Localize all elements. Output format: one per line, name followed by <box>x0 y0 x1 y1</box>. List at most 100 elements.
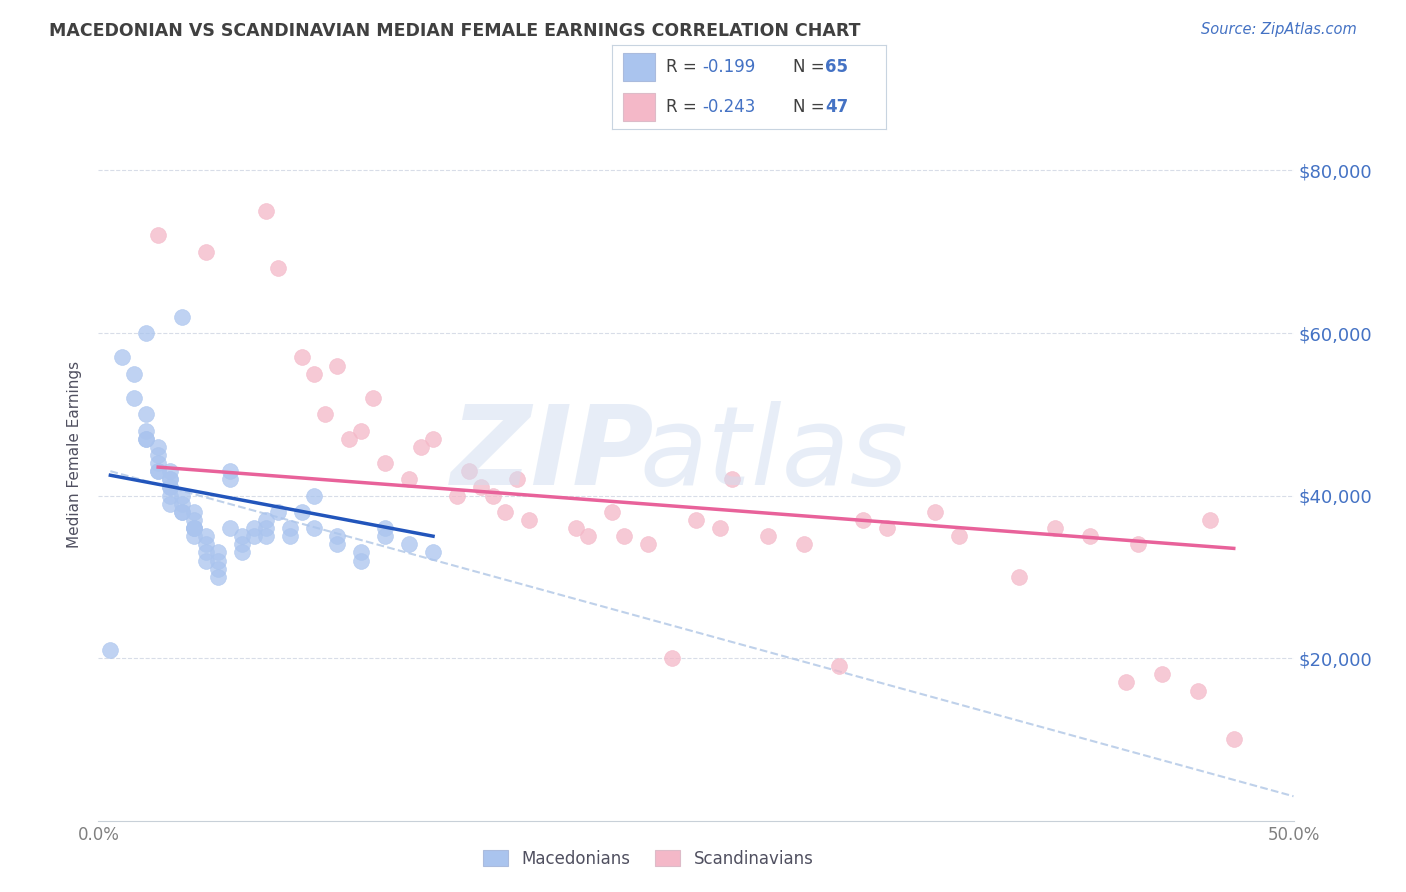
Point <box>422 545 444 559</box>
Point <box>326 359 349 373</box>
Point <box>924 505 946 519</box>
Point <box>363 391 385 405</box>
Point <box>148 448 170 462</box>
Point <box>1043 521 1066 535</box>
Point <box>398 537 420 551</box>
Point <box>876 521 898 535</box>
Point <box>1152 667 1174 681</box>
Point <box>267 505 290 519</box>
Point <box>243 521 266 535</box>
Point <box>278 521 301 535</box>
Point <box>278 529 301 543</box>
Point <box>124 367 146 381</box>
Point <box>578 529 600 543</box>
Point <box>172 505 194 519</box>
Point <box>291 351 314 365</box>
Point <box>183 521 205 535</box>
Point <box>148 464 170 478</box>
Text: 47: 47 <box>825 98 849 116</box>
Point <box>195 545 218 559</box>
Point <box>1199 513 1222 527</box>
Text: -0.243: -0.243 <box>702 98 755 116</box>
Point <box>183 521 205 535</box>
Point <box>159 480 181 494</box>
Point <box>219 472 242 486</box>
Point <box>709 521 731 535</box>
Point <box>828 659 851 673</box>
Text: N =: N = <box>793 58 830 76</box>
FancyBboxPatch shape <box>623 93 655 120</box>
Point <box>852 513 875 527</box>
Point <box>1080 529 1102 543</box>
Point <box>481 489 505 503</box>
Point <box>195 244 218 259</box>
Point <box>637 537 659 551</box>
Point <box>159 472 181 486</box>
Point <box>219 521 242 535</box>
Point <box>148 456 170 470</box>
Point <box>602 505 624 519</box>
Point <box>661 651 683 665</box>
Text: R =: R = <box>666 98 703 116</box>
Point <box>1128 537 1150 551</box>
Point <box>135 424 157 438</box>
Point <box>183 521 205 535</box>
Point <box>506 472 529 486</box>
Point <box>721 472 744 486</box>
Point <box>374 456 396 470</box>
Point <box>267 260 290 275</box>
Point <box>350 424 373 438</box>
Text: ZIP: ZIP <box>451 401 654 508</box>
Point <box>172 489 194 503</box>
Point <box>159 464 181 478</box>
Point <box>195 553 218 567</box>
Point <box>1115 675 1137 690</box>
Point <box>183 513 205 527</box>
Point <box>98 643 122 657</box>
Point <box>350 553 373 567</box>
Legend: Macedonians, Scandinavians: Macedonians, Scandinavians <box>477 843 820 874</box>
Point <box>291 505 314 519</box>
Point <box>254 521 277 535</box>
Text: 65: 65 <box>825 58 848 76</box>
Point <box>756 529 779 543</box>
Point <box>494 505 516 519</box>
Point <box>302 367 325 381</box>
Point <box>135 432 157 446</box>
Point <box>470 480 492 494</box>
Point <box>183 505 205 519</box>
Point <box>350 545 373 559</box>
Point <box>302 521 325 535</box>
Point <box>302 489 325 503</box>
Point <box>422 432 444 446</box>
Text: R =: R = <box>666 58 703 76</box>
Point <box>195 537 218 551</box>
Point <box>219 464 242 478</box>
Point <box>948 529 970 543</box>
Point <box>1008 570 1031 584</box>
Point <box>172 310 194 324</box>
Point <box>207 562 229 576</box>
Point <box>159 489 181 503</box>
Point <box>315 407 337 421</box>
Point <box>207 545 229 559</box>
Point <box>254 204 277 219</box>
Point <box>254 529 277 543</box>
Point <box>159 480 181 494</box>
Point <box>685 513 707 527</box>
Point <box>458 464 481 478</box>
Text: atlas: atlas <box>640 401 908 508</box>
Point <box>411 440 433 454</box>
Point <box>159 472 181 486</box>
Point <box>172 497 194 511</box>
Point <box>613 529 636 543</box>
Point <box>374 529 396 543</box>
Point <box>231 545 253 559</box>
Text: -0.199: -0.199 <box>702 58 755 76</box>
Text: Source: ZipAtlas.com: Source: ZipAtlas.com <box>1201 22 1357 37</box>
Point <box>111 351 134 365</box>
Point <box>195 529 218 543</box>
Point <box>172 505 194 519</box>
Point <box>148 228 170 243</box>
Point <box>148 440 170 454</box>
